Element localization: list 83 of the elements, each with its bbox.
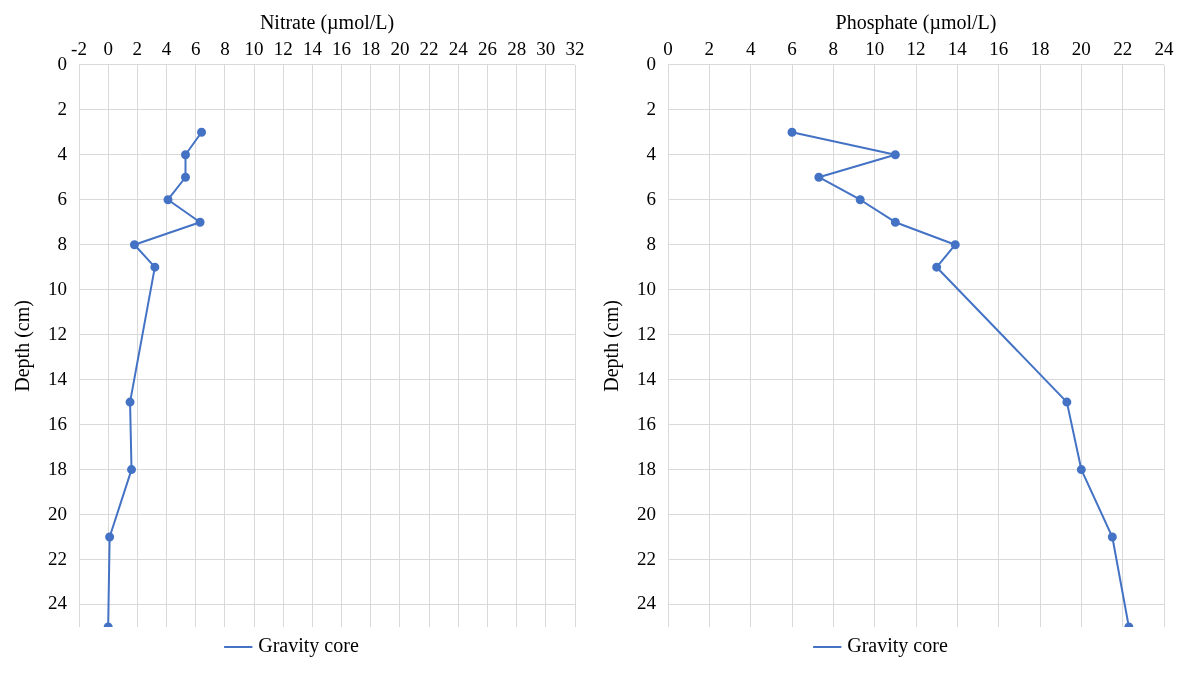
y-tick-label: 16 [637,412,656,434]
point [197,127,207,137]
x-tick-label: 22 [419,38,439,60]
point [1062,397,1072,407]
x-tick-label: 10 [865,38,885,60]
y-tick-label: 24 [637,592,657,614]
x-tick-label: 22 [1113,38,1133,60]
x-tick-label: 0 [663,38,673,60]
point [150,262,160,272]
x-tick-label: 0 [103,38,113,60]
x-tick-label: 2 [132,38,143,60]
x-tick-label: 28 [507,38,527,60]
x-tick-label: 2 [704,38,715,60]
x-tick-label: 6 [190,38,201,60]
x-tick-label: 30 [536,38,556,60]
y-tick-label: 4 [646,142,657,164]
y-tick-label: 18 [637,457,656,479]
y-tick-label: 8 [646,232,656,254]
y-tick-label: 12 [48,322,67,344]
x-tick-label: 18 [361,38,381,60]
x-tick-label: 16 [332,38,352,60]
point [127,465,137,475]
x-tick-label: 14 [947,38,968,60]
y-tick-label: 8 [57,232,67,254]
point [787,127,797,137]
y-tick-label: 6 [646,187,656,209]
y-tick-label: 20 [48,502,67,524]
x-tick-label: 16 [989,38,1009,60]
x-tick-label: 32 [565,38,585,60]
point [163,195,173,205]
y-tick-label: 10 [637,277,656,299]
y-tick-label: 14 [637,367,657,389]
x-tick-label: 4 [161,38,172,60]
y-tick-label: 2 [57,97,67,119]
x-tick-label: 24 [448,38,469,60]
x-axis-title: Nitrate (µmol/L) [259,11,395,35]
y-tick-label: 24 [48,592,68,614]
y-tick-label: 0 [646,52,656,74]
y-tick-label: 20 [637,502,656,524]
y-tick-label: 2 [646,97,656,119]
x-tick-label: 10 [244,38,264,60]
point [125,397,135,407]
y-tick-label: 12 [637,322,656,344]
x-tick-label: 20 [390,38,410,60]
point [1076,465,1086,475]
point [180,150,190,160]
legend-label: Gravity core [258,634,359,658]
x-tick-label: 8 [828,38,839,60]
point [890,217,900,227]
point [932,262,942,272]
y-tick-label: 0 [57,52,67,74]
x-tick-label: 14 [302,38,323,60]
point [129,240,139,250]
x-tick-label: 26 [477,38,497,60]
legend-label: Gravity core [847,634,948,658]
x-tick-label: 8 [220,38,230,60]
point [105,532,115,542]
x-tick-label: 6 [787,38,797,60]
y-tick-label: 22 [48,547,67,569]
x-tick-label: 20 [1071,38,1091,60]
y-axis-title: Depth (cm) [11,300,35,392]
x-tick-label: 12 [273,38,293,60]
point [195,217,205,227]
y-tick-label: 14 [48,367,68,389]
x-tick-label: 18 [1030,38,1050,60]
y-tick-label: 6 [57,187,67,209]
x-tick-label: 4 [745,38,756,60]
y-tick-label: 10 [48,277,67,299]
y-tick-label: 18 [48,457,67,479]
point [1107,532,1117,542]
y-tick-label: 22 [637,547,656,569]
x-tick-label: 24 [1154,38,1174,60]
x-tick-label: -2 [71,38,87,60]
point [890,150,900,160]
point [855,195,865,205]
x-tick-label: 12 [906,38,926,60]
y-tick-label: 16 [48,412,67,434]
point [180,172,190,182]
x-axis-title: Phosphate (µmol/L) [835,11,997,35]
point [950,240,960,250]
point [814,172,824,182]
y-tick-label: 4 [57,142,68,164]
y-axis-title: Depth (cm) [600,300,624,392]
